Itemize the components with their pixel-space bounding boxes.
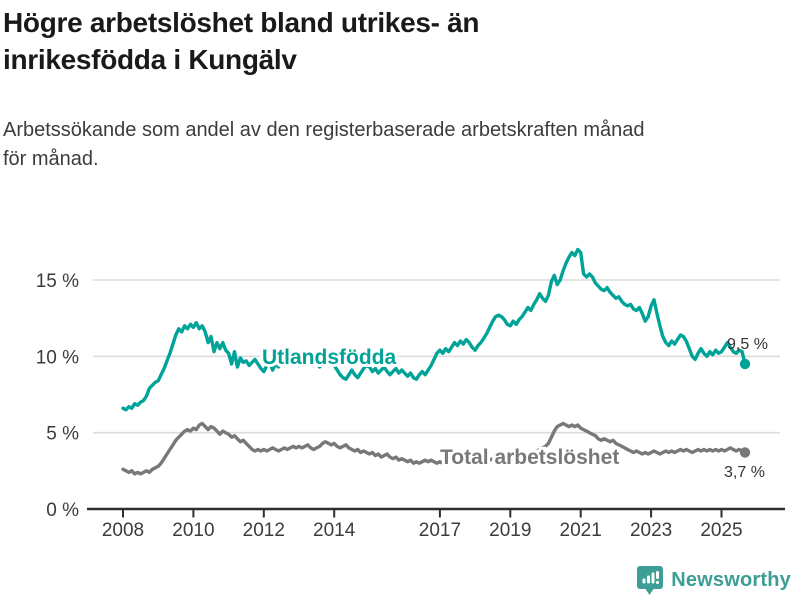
x-tick-label-2017: 2017 xyxy=(419,520,461,541)
subtitle-line-1: Arbetssökande som andel av den registerb… xyxy=(3,119,645,141)
series-end-dot-total-arbetsl-shet xyxy=(739,447,751,458)
logo-bars xyxy=(642,571,660,584)
chart-subtitle: Arbetssökande som andel av den registerb… xyxy=(3,116,793,174)
series-line-total-arbetsl-shet xyxy=(121,421,747,476)
x-tick-label-2019: 2019 xyxy=(489,520,531,541)
series-line-utlandsf-dda xyxy=(121,247,747,412)
y-tick-label-10: 10 % xyxy=(36,347,79,368)
series-label-total-arbetsl-shet: Total arbetslöshet xyxy=(440,446,619,469)
series-end-dot-utlandsf-dda xyxy=(739,358,751,370)
x-tick-label-2025: 2025 xyxy=(700,520,742,541)
brand-name: Newsworthy xyxy=(671,569,791,591)
page-title: Högre arbetslöshet bland utrikes- än inr… xyxy=(3,4,783,78)
x-tick-label-2012: 2012 xyxy=(243,520,285,541)
x-tick-label-2008: 2008 xyxy=(102,520,144,541)
title-line-1: Högre arbetslöshet bland utrikes- än xyxy=(3,7,480,38)
title-line-2: inrikesfödda i Kungälv xyxy=(3,44,297,75)
last-value-label-utlandsf-dda: 9,5 % xyxy=(727,336,768,353)
y-tick-label-0: 0 % xyxy=(46,500,79,521)
series-label-utlandsf-dda: Utlandsfödda xyxy=(262,346,396,369)
y-tick-label-15: 15 % xyxy=(36,271,79,292)
y-tick-label-5: 5 % xyxy=(46,424,79,445)
x-tick-label-2023: 2023 xyxy=(630,520,672,541)
x-tick-label-2014: 2014 xyxy=(313,520,356,541)
newsworthy-brand: Newsworthy xyxy=(637,565,791,596)
subtitle-line-2: för månad. xyxy=(3,148,99,170)
x-tick-label-2010: 2010 xyxy=(172,520,214,541)
newsworthy-logo-icon xyxy=(637,566,664,595)
last-value-label-total-arbetsl-shet: 3,7 % xyxy=(724,464,765,481)
x-tick-label-2021: 2021 xyxy=(560,520,602,541)
